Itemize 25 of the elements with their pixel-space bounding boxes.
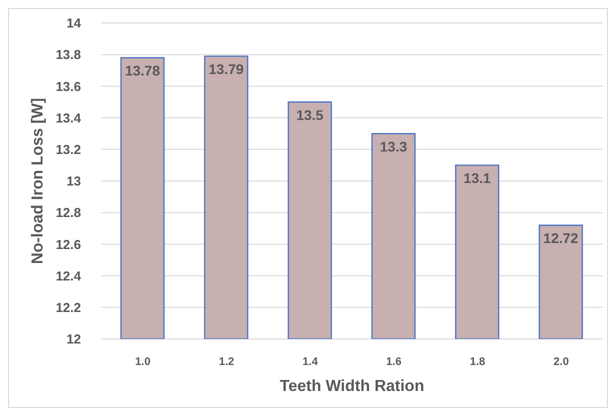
x-tick-label: 1.8 xyxy=(470,356,486,368)
y-tick-label: 12.6 xyxy=(56,236,81,252)
x-tick-label: 1.6 xyxy=(386,356,402,368)
data-label: 13.79 xyxy=(208,61,244,78)
data-label: 13.3 xyxy=(380,138,408,155)
x-tick-label: 2.0 xyxy=(554,356,569,368)
y-tick-label: 12 xyxy=(66,332,81,347)
y-tick-label: 13.4 xyxy=(56,110,82,126)
y-tick-label: 14 xyxy=(66,16,82,31)
y-tick-label: 13.6 xyxy=(56,78,81,94)
y-tick-label: 13 xyxy=(66,174,81,189)
data-label: 13.5 xyxy=(296,106,324,123)
x-tick-label: 1.4 xyxy=(302,356,319,368)
x-axis-title: Teeth Width Ration xyxy=(280,378,424,395)
x-tick-label: 1.2 xyxy=(218,356,234,368)
data-label: 13.1 xyxy=(464,170,492,186)
y-tick-label: 12.4 xyxy=(56,268,82,284)
y-tick-label: 13.2 xyxy=(56,142,81,158)
x-tick-label: 1.0 xyxy=(135,356,150,368)
data-label: 13.78 xyxy=(124,62,160,79)
y-axis-title: No-load Iron Loss [W] xyxy=(30,98,47,264)
y-tick-label: 12.2 xyxy=(56,300,81,316)
y-tick-label: 13.8 xyxy=(56,47,81,62)
y-tick-label: 12.8 xyxy=(56,205,81,220)
data-label: 12.72 xyxy=(543,230,579,246)
